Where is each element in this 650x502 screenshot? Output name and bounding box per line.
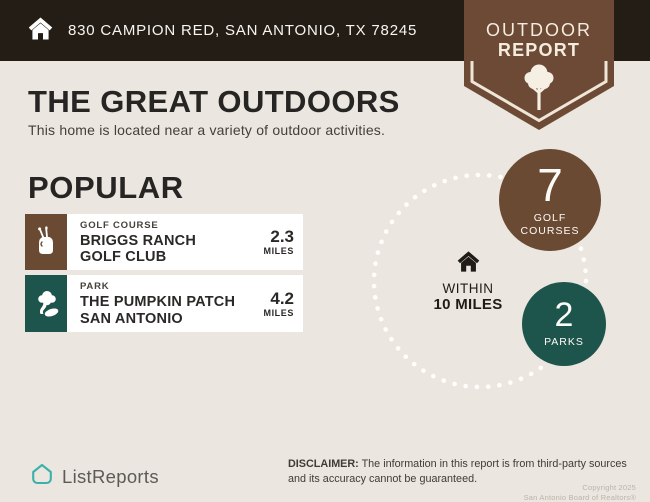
listreports-logo[interactable]: ListReports: [30, 462, 159, 491]
list-item-golf-course[interactable]: GOLF COURSE BRIGGS RANCH GOLF CLUB 2.3 M…: [25, 214, 303, 271]
home-icon: [27, 16, 54, 46]
list-item-park[interactable]: PARK THE PUMPKIN PATCH SAN ANTONIO 4.2 M…: [25, 275, 303, 332]
copyright-text: Copyright 2025 San Antonio Board of Real…: [523, 483, 636, 502]
stat-parks: 2 PARKS: [522, 282, 606, 366]
badge-title-line1: OUTDOOR: [486, 20, 592, 40]
golf-courses-label: GOLF COURSES: [520, 211, 580, 237]
within-label: WITHIN: [442, 281, 494, 296]
golf-courses-count: 7: [537, 158, 563, 211]
item-distance: 2.3: [270, 227, 294, 247]
listreports-wordmark: ListReports: [62, 465, 159, 487]
parks-count: 2: [554, 296, 574, 335]
radius-dotted-circle: [371, 172, 589, 390]
item-name: THE PUMPKIN PATCH SAN ANTONIO: [80, 294, 236, 327]
page-title: THE GREAT OUTDOORS: [28, 84, 400, 119]
badge-title-line2: REPORT: [497, 40, 581, 60]
outdoor-report-badge: OUTDOOR REPORT: [464, 0, 614, 136]
tree-icon: [516, 62, 562, 117]
golf-bag-icon: [25, 214, 67, 271]
park-tree-icon: [25, 275, 67, 332]
property-address: 830 CAMPION RED, SAN ANTONIO, TX 78245: [68, 22, 418, 39]
popular-heading: POPULAR: [28, 170, 184, 205]
home-icon-dark: [456, 251, 481, 277]
item-name: BRIGGS RANCH GOLF CLUB: [80, 233, 196, 266]
item-category: PARK: [80, 281, 110, 293]
radius-value: 10 MILES: [433, 296, 503, 313]
item-distance: 4.2: [270, 288, 294, 308]
item-distance-unit: MILES: [263, 307, 294, 318]
stat-golf-courses: 7 GOLF COURSES: [499, 149, 601, 251]
disclaimer-text: DISCLAIMER: The information in this repo…: [288, 458, 627, 485]
disclaimer-label: DISCLAIMER:: [288, 458, 359, 470]
listreports-house-icon: [30, 462, 54, 491]
radius-center-label: WITHIN 10 MILES: [408, 250, 528, 313]
item-distance-unit: MILES: [263, 246, 294, 257]
page-subtitle: This home is located near a variety of o…: [28, 122, 386, 138]
parks-label: PARKS: [544, 336, 584, 349]
popular-list: GOLF COURSE BRIGGS RANCH GOLF CLUB 2.3 M…: [25, 214, 303, 332]
item-category: GOLF COURSE: [80, 220, 159, 231]
